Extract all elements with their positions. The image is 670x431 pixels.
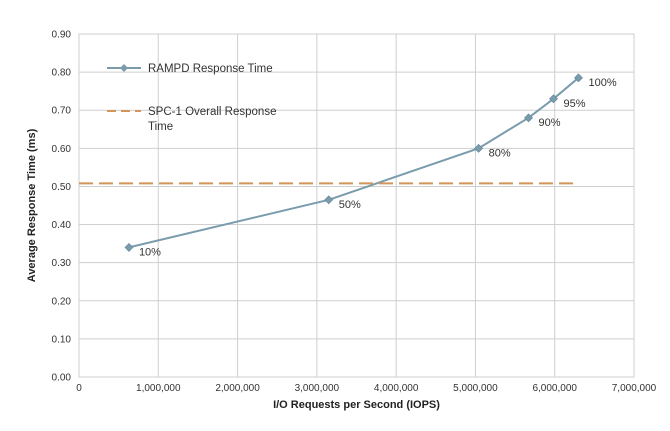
- axis-layer: 0.00 0.10 0.20 0.30 0.40 0.50 0.60 0.70 0.80 0.90…: [26, 30, 657, 412]
- data-label: 80%: [489, 147, 511, 159]
- x-tick-label: 4,000,000: [374, 383, 419, 394]
- y-axis-title: Average Response Time (ms): [26, 128, 38, 282]
- series-layer: [79, 73, 583, 252]
- y-tick-label: 0.20: [52, 296, 72, 307]
- plot-area: [78, 33, 635, 378]
- data-label: 50%: [339, 199, 361, 211]
- grid-layer: [78, 33, 635, 378]
- x-tick-label: 0: [76, 383, 82, 394]
- x-axis-title: I/O Requests per Second (IOPS): [273, 399, 440, 411]
- y-tick-label: 0.90: [52, 30, 72, 41]
- data-point: [574, 73, 583, 83]
- data-label: 10%: [139, 246, 161, 258]
- x-tick-label: 3,000,000: [295, 383, 340, 394]
- data-point: [474, 143, 484, 153]
- data-label: 90%: [539, 117, 561, 129]
- legend-label-spc1: SPC-1 Overall Response Time: [148, 106, 276, 133]
- legend-marker-rampd: [120, 64, 128, 72]
- y-tick-label: 0.40: [52, 220, 72, 231]
- x-tick-label: 2,000,000: [215, 383, 260, 394]
- label-layer: 10% 50% 80% 90%95%100%: [139, 77, 617, 259]
- data-label: 100%: [589, 77, 617, 89]
- legend: RAMPD Response Time SPC-1 Overall Respons…: [107, 63, 276, 133]
- x-tick-label: 1,000,000: [136, 383, 181, 394]
- y-tick-label: 0.30: [52, 258, 72, 269]
- series-line-rampd: [128, 77, 580, 249]
- legend-label-spc1-line2: Time: [148, 121, 173, 133]
- y-tick-label: 0.70: [52, 106, 72, 117]
- y-tick-label: 0.10: [52, 334, 72, 345]
- legend-label-rampd: RAMPD Response Time: [148, 63, 273, 75]
- data-point: [124, 242, 134, 252]
- data-point: [324, 195, 334, 205]
- y-tick-label: 0.80: [52, 68, 72, 79]
- data-point: [549, 94, 558, 104]
- y-tick-label: 0.60: [52, 144, 72, 155]
- x-tick-label: 5,000,000: [453, 383, 498, 394]
- y-tick-label: 0.50: [52, 182, 72, 193]
- data-label: 95%: [564, 98, 586, 110]
- x-tick-label: 7,000,000: [612, 383, 657, 394]
- legend-label-spc1-line1: SPC-1 Overall Response: [148, 106, 276, 118]
- y-tick-label: 0.00: [52, 373, 72, 384]
- x-tick-label: 6,000,000: [532, 383, 577, 394]
- data-point: [524, 113, 533, 123]
